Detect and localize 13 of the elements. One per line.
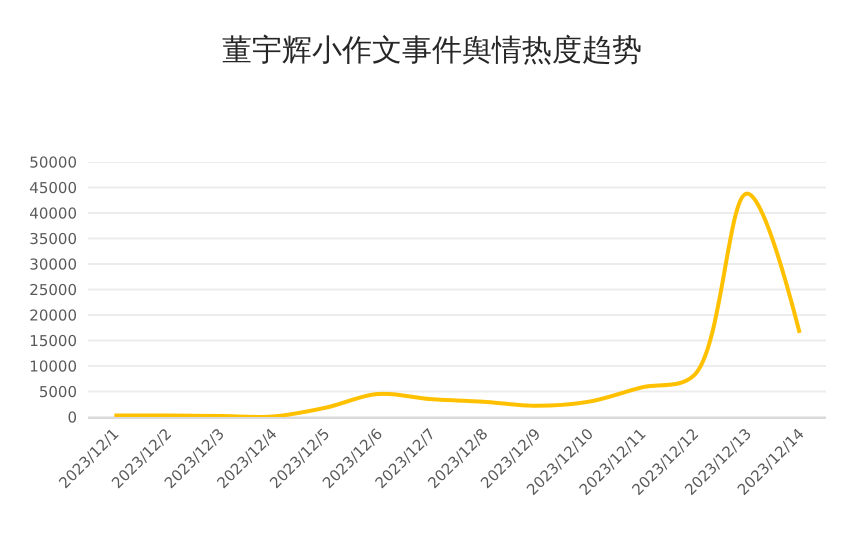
y-tick-label: 35000 [29,230,77,248]
y-tick-label: 10000 [29,357,77,376]
line-series [112,192,802,417]
chart-title: 董宇辉小作文事件舆情热度趋势 [222,33,642,68]
y-tick-label: 45000 [29,178,77,197]
y-tick-label: 5000 [38,382,77,401]
y-tick-label: 40000 [29,204,77,222]
y-tick-label: 15000 [29,332,77,350]
y-tick-label: 50000 [29,153,77,172]
y-tick-label: 30000 [29,255,77,274]
y-tick-label: 25000 [29,280,77,299]
y-tick-label: 20000 [29,306,77,324]
y-tick-label: 0 [67,408,77,426]
